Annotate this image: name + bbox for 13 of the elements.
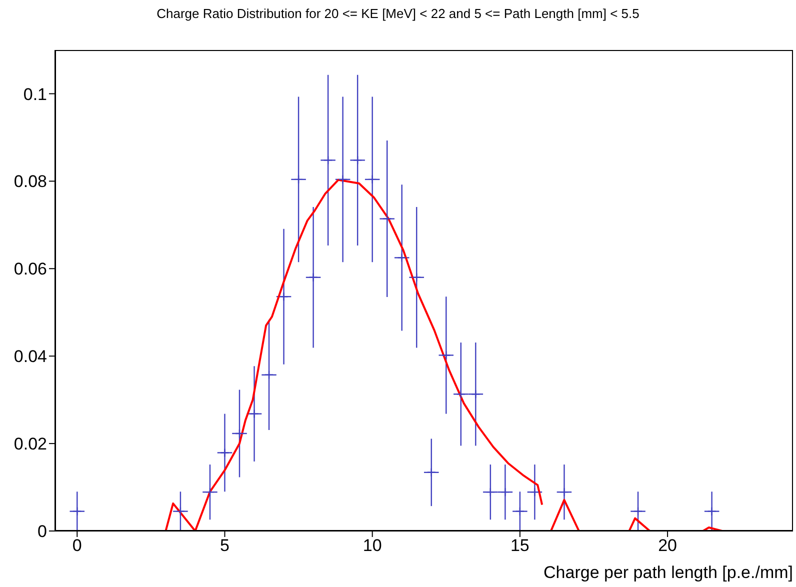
chart-title: Charge Ratio Distribution for 20 <= KE [MeV] < 22 and 5 <= Path Length [mm] < 5.5	[156, 6, 640, 21]
y-tick-label: 0.06	[14, 260, 47, 279]
y-tick-label: 0.02	[14, 434, 47, 454]
y-tick-label: 0.08	[14, 172, 47, 192]
x-axis-title: Charge per path length [p.e./mm]	[544, 563, 793, 583]
x-tick-label: 5	[220, 536, 230, 556]
x-tick-label: 15	[510, 536, 530, 556]
x-tick-label: 20	[658, 536, 677, 556]
y-tick-label: 0	[38, 522, 47, 542]
y-tick-label: 0.04	[14, 347, 47, 366]
x-tick-label: 10	[362, 536, 382, 556]
y-tick-label: 0.1	[23, 84, 47, 104]
x-tick-label: 0	[72, 536, 82, 556]
